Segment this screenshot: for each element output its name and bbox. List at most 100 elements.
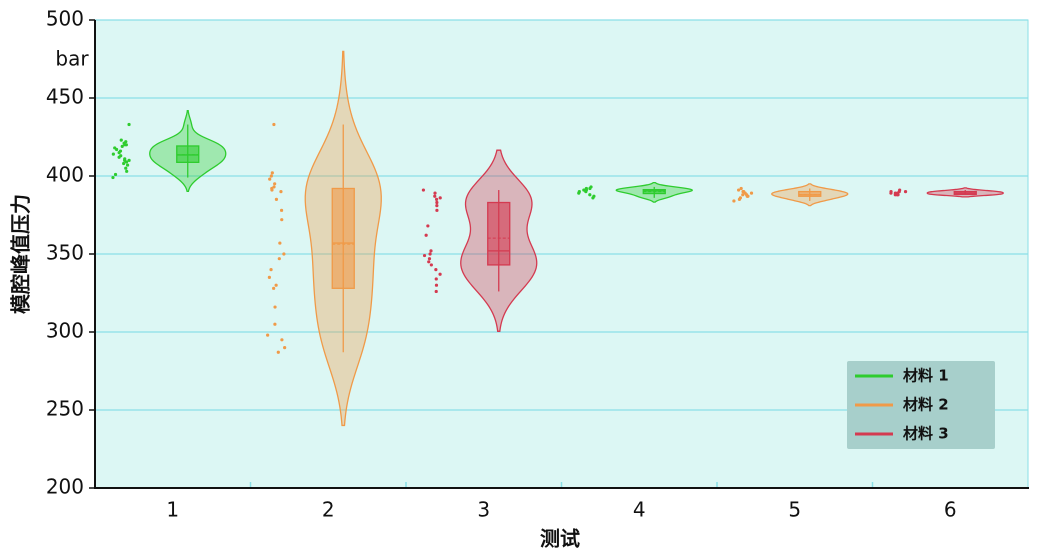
box bbox=[176, 145, 200, 164]
y-tick-label: 400 bbox=[46, 163, 84, 187]
point bbox=[428, 252, 432, 256]
legend-label: 材料 1 bbox=[903, 367, 949, 385]
point bbox=[427, 260, 431, 264]
point bbox=[736, 188, 741, 192]
point bbox=[737, 197, 742, 201]
y-tick-label: 350 bbox=[46, 241, 84, 265]
point bbox=[739, 186, 743, 191]
point bbox=[269, 268, 273, 272]
point bbox=[120, 144, 124, 148]
point bbox=[270, 171, 274, 175]
point bbox=[269, 174, 273, 178]
point bbox=[127, 158, 131, 162]
y-tick-label: 200 bbox=[46, 475, 84, 499]
point bbox=[433, 191, 437, 195]
point bbox=[277, 257, 281, 261]
point bbox=[903, 190, 908, 194]
point bbox=[273, 305, 277, 309]
point bbox=[115, 147, 119, 152]
point bbox=[422, 253, 427, 258]
point bbox=[111, 152, 115, 156]
point bbox=[438, 196, 442, 200]
point bbox=[434, 289, 438, 294]
point bbox=[272, 122, 276, 127]
point bbox=[124, 160, 129, 164]
point bbox=[435, 204, 439, 208]
point bbox=[427, 257, 432, 261]
point bbox=[435, 200, 439, 205]
point bbox=[272, 185, 276, 189]
point bbox=[117, 155, 121, 159]
x-tick-label: 5 bbox=[788, 498, 801, 522]
point bbox=[111, 175, 115, 180]
point bbox=[125, 163, 130, 167]
y-tick-label: 250 bbox=[46, 397, 84, 421]
box bbox=[487, 201, 511, 266]
point bbox=[280, 218, 284, 222]
y-axis-label: 模腔峰值压力 bbox=[9, 194, 33, 314]
box bbox=[331, 187, 355, 289]
point bbox=[889, 191, 893, 195]
y-tick-label: 500 bbox=[46, 7, 84, 31]
point bbox=[119, 138, 123, 142]
point bbox=[438, 272, 442, 276]
point bbox=[127, 122, 131, 127]
point bbox=[429, 263, 433, 267]
point bbox=[424, 233, 428, 237]
point bbox=[274, 197, 279, 201]
point bbox=[125, 169, 129, 173]
point bbox=[749, 191, 754, 195]
point bbox=[276, 350, 280, 354]
point bbox=[280, 338, 284, 342]
point bbox=[270, 188, 274, 192]
point bbox=[117, 151, 121, 155]
x-axis-label: 测试 bbox=[540, 527, 580, 551]
point bbox=[433, 194, 437, 198]
point bbox=[272, 286, 276, 290]
point bbox=[266, 333, 270, 337]
legend-label: 材料 2 bbox=[903, 396, 949, 414]
point bbox=[895, 193, 899, 197]
point bbox=[279, 208, 284, 212]
y-tick-label: 450 bbox=[46, 85, 84, 109]
point bbox=[577, 191, 581, 195]
point bbox=[273, 322, 277, 326]
point bbox=[421, 188, 426, 192]
point bbox=[124, 143, 128, 147]
point bbox=[113, 172, 118, 177]
x-tick-label: 1 bbox=[166, 498, 179, 522]
point bbox=[278, 241, 282, 245]
point bbox=[426, 224, 430, 228]
point bbox=[732, 199, 736, 203]
x-tick-label: 2 bbox=[322, 498, 335, 522]
point bbox=[588, 186, 592, 191]
point bbox=[434, 277, 438, 281]
point bbox=[282, 252, 286, 256]
point bbox=[435, 208, 439, 212]
x-tick-label: 3 bbox=[477, 498, 490, 522]
point bbox=[434, 268, 438, 272]
point bbox=[741, 193, 745, 197]
point bbox=[746, 194, 750, 198]
y-unit: bar bbox=[55, 47, 89, 71]
point bbox=[434, 283, 439, 287]
legend-label: 材料 3 bbox=[903, 425, 949, 443]
box bbox=[798, 190, 822, 197]
y-tick-label: 300 bbox=[46, 319, 84, 343]
point bbox=[588, 193, 592, 197]
point bbox=[122, 161, 126, 166]
plot-content bbox=[111, 50, 1004, 427]
point bbox=[267, 275, 271, 279]
point bbox=[584, 190, 588, 194]
point bbox=[283, 346, 287, 350]
point bbox=[429, 249, 433, 253]
point bbox=[124, 166, 128, 170]
legend: 材料 1 材料 2 材料 3 bbox=[847, 361, 995, 449]
point bbox=[273, 182, 277, 186]
point bbox=[279, 190, 283, 194]
point bbox=[434, 197, 439, 201]
x-tick-label: 4 bbox=[633, 498, 646, 522]
point bbox=[274, 283, 278, 287]
point bbox=[591, 196, 595, 200]
